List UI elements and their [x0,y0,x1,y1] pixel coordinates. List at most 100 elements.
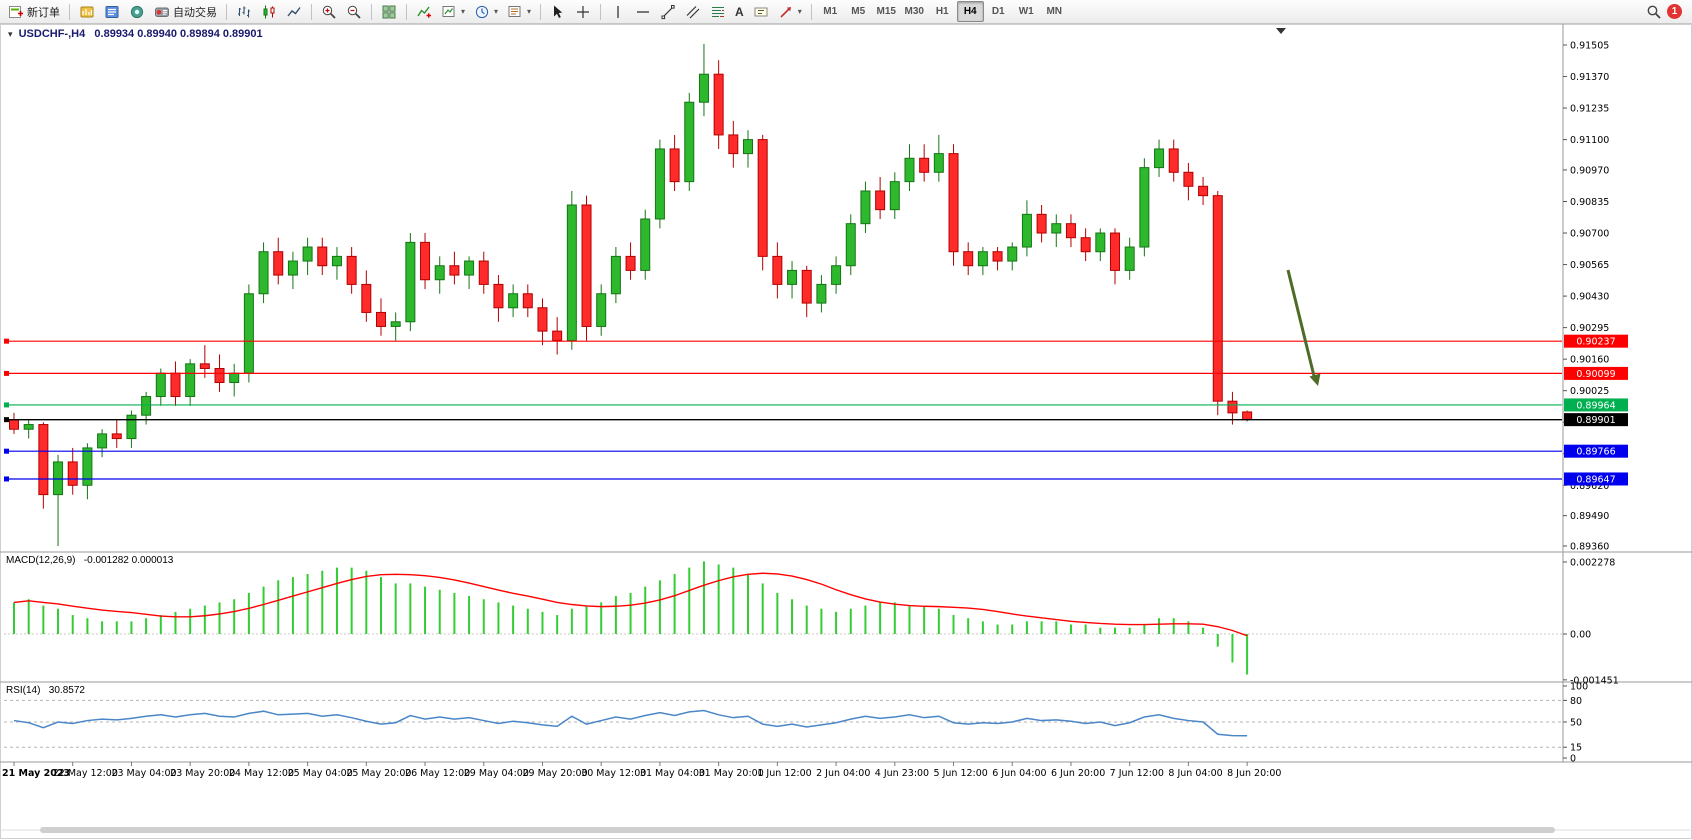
bar-chart-icon [238,6,250,17]
svg-text:8 Jun 20:00: 8 Jun 20:00 [1227,768,1281,779]
toolbar-separator [371,3,372,20]
templates-button[interactable]: ▾ [503,1,535,22]
svg-text:0.00: 0.00 [1570,630,1591,641]
svg-text:24 May 12:00: 24 May 12:00 [229,768,294,779]
rsi-value: 30.8572 [48,685,85,696]
svg-text:8 Jun 04:00: 8 Jun 04:00 [1168,768,1222,779]
charts-window-button[interactable] [75,1,99,22]
timeframe-m1[interactable]: M1 [817,1,844,22]
timeframe-d1[interactable]: D1 [985,1,1012,22]
svg-text:0.90835: 0.90835 [1570,197,1609,208]
collapse-arrow-icon[interactable]: ▾ [8,29,13,39]
toolbar-separator [69,3,70,20]
tile-windows-icon [382,5,396,18]
navigator-button[interactable] [125,1,149,22]
search-icon [1647,5,1661,19]
clock-icon [475,5,489,18]
candlestick-chart-button[interactable] [257,1,281,22]
dropdown-caret-icon: ▾ [494,7,499,16]
svg-text:29 May 20:00: 29 May 20:00 [522,768,587,779]
timeframe-h4[interactable]: H4 [956,1,984,22]
timeframe-m5[interactable]: M5 [845,1,872,22]
new-chart-icon [442,5,455,17]
fibonacci-icon [712,6,725,17]
timeframe-m30[interactable]: M30 [901,1,928,22]
svg-text:0.002278: 0.002278 [1570,558,1615,569]
svg-text:6 Jun 04:00: 6 Jun 04:00 [992,768,1046,779]
timeframe-mn[interactable]: MN [1041,1,1068,22]
indicators-button[interactable] [412,1,436,22]
splitter-macd-rsi[interactable] [0,680,1692,684]
label-tool-button[interactable] [749,1,773,22]
svg-text:25 May 20:00: 25 May 20:00 [346,768,411,779]
svg-text:0.89620: 0.89620 [1570,481,1609,492]
market-watch-button[interactable] [100,1,124,22]
splitter-price-macd[interactable] [0,550,1692,554]
text-tool-button[interactable]: A [731,1,748,22]
candlestick-chart-icon [263,5,275,18]
periods-button[interactable]: ▾ [470,1,502,22]
bar-chart-button[interactable] [232,1,256,22]
svg-text:0.91235: 0.91235 [1570,104,1609,115]
cursor-icon [554,5,563,18]
time-axis[interactable] [0,762,1562,802]
tile-windows-button[interactable] [377,1,401,22]
vertical-line-icon [617,5,619,18]
arrow-tool-icon [780,6,791,18]
vertical-line-tool-button[interactable] [606,1,630,22]
svg-text:80: 80 [1570,696,1582,707]
indicators-icon [417,6,431,18]
line-chart-icon [287,6,301,16]
chart-canvas[interactable]: 0.91505 0.91370 0.91235 0.91100 0.90970 0.908… [0,24,1692,840]
horizontal-scrollbar[interactable] [0,824,1692,836]
channel-icon [686,5,700,18]
chart-area[interactable]: 0.91505 0.91370 0.91235 0.91100 0.90970 0.908… [0,24,1692,840]
macd-values: -0.001282 0.000013 [83,555,174,566]
templates-icon [508,5,521,17]
svg-text:0.90700: 0.90700 [1570,229,1609,240]
svg-text:31 May 04:00: 31 May 04:00 [640,768,705,779]
toolbar-separator [311,3,312,20]
horizontal-line-tool-button[interactable] [631,1,655,22]
new-chart-button[interactable]: ▾ [437,1,469,22]
charts-window-icon [80,6,94,17]
crosshair-icon [577,5,590,18]
new-order-icon [9,5,23,18]
auto-trading-icon [155,7,169,17]
rsi-indicator-label: RSI(14) 30.8572 [6,685,85,696]
search-button[interactable] [1642,1,1666,22]
svg-text:25 May 04:00: 25 May 04:00 [288,768,353,779]
svg-text:0.90099: 0.90099 [1576,369,1615,380]
svg-text:50: 50 [1570,718,1582,729]
channel-tool-button[interactable] [681,1,705,22]
svg-text:-0.001451: -0.001451 [1570,675,1619,686]
label-tool-icon [754,7,768,16]
fibonacci-tool-button[interactable] [706,1,730,22]
toolbar-separator [406,3,407,20]
crosshair-button[interactable] [571,1,595,22]
horizontal-line-icon [637,10,650,13]
notification-badge[interactable]: 1 [1667,4,1682,19]
svg-text:0.89360: 0.89360 [1570,542,1609,553]
price-axis[interactable] [1564,24,1692,760]
zoom-in-button[interactable] [317,1,341,22]
cursor-button[interactable] [546,1,570,22]
arrows-tool-button[interactable]: ▾ [774,1,806,22]
svg-text:4 Jun 23:00: 4 Jun 23:00 [875,768,929,779]
timeframe-w1[interactable]: W1 [1013,1,1040,22]
zoom-out-button[interactable] [342,1,366,22]
toolbar-separator [600,3,602,20]
dropdown-caret-icon: ▾ [797,7,802,16]
new-order-button[interactable]: 新订单 [4,1,64,22]
zoom-in-icon [322,5,336,19]
macd-indicator-label: MACD(12,26,9) -0.001282 0.000013 [6,555,173,566]
line-chart-button[interactable] [282,1,306,22]
auto-trading-label: 自动交易 [173,6,217,19]
auto-trading-button[interactable]: 自动交易 [150,1,221,22]
trendline-tool-button[interactable] [656,1,680,22]
timeframe-m15[interactable]: M15 [873,1,900,22]
svg-text:0.91505: 0.91505 [1570,41,1609,52]
svg-text:31 May 20:00: 31 May 20:00 [699,768,764,779]
timeframe-h1[interactable]: H1 [929,1,956,22]
svg-text:0.91370: 0.91370 [1570,72,1609,83]
